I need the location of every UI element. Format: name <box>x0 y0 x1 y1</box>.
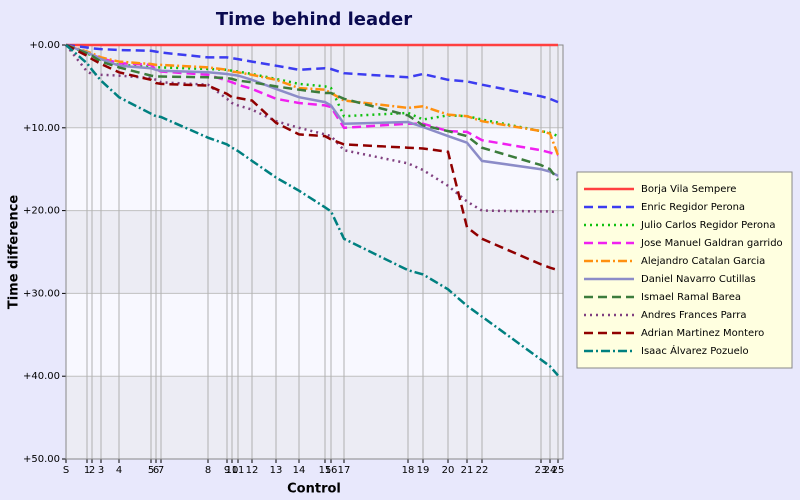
x-tick-label: 14 <box>293 465 306 476</box>
series-line <box>65 43 559 272</box>
legend-label: Ismael Ramal Barea <box>641 292 741 303</box>
plot-band <box>66 376 563 459</box>
x-tick-label: 16 <box>325 465 338 476</box>
series-line <box>65 43 559 104</box>
series-line <box>65 43 560 156</box>
x-tick-label: 18 <box>402 465 415 476</box>
x-tick-label: 5 <box>148 465 154 476</box>
x-tick-label: 2 <box>89 465 95 476</box>
y-tick-label: +40.00 <box>23 371 60 382</box>
series-line <box>65 43 560 181</box>
series-line <box>65 43 559 157</box>
x-tick-label: 20 <box>442 465 455 476</box>
legend-label: Julio Carlos Regidor Perona <box>640 220 775 231</box>
x-tick-label: 13 <box>270 465 283 476</box>
x-tick-label: S <box>63 465 69 476</box>
legend-label: Daniel Navarro Cutillas <box>641 274 756 285</box>
x-axis-label: Control <box>287 482 341 497</box>
x-tick-label: 17 <box>338 465 351 476</box>
y-axis-label: Time difference <box>7 195 22 310</box>
legend-label: Andres Frances Parra <box>641 310 746 321</box>
x-tick-label: 3 <box>98 465 104 476</box>
x-tick-label: 4 <box>116 465 122 476</box>
plot-band <box>66 210 563 294</box>
y-tick-label: +0.00 <box>29 40 60 51</box>
x-tick-label: 21 <box>461 465 474 476</box>
legend <box>576 171 793 369</box>
x-tick-label: 10 <box>226 465 239 476</box>
series-line <box>65 44 559 377</box>
x-tick-label: 8 <box>205 465 211 476</box>
x-tick-label: 9 <box>224 465 230 476</box>
x-tick-label: 22 <box>476 465 489 476</box>
x-tick-label: 7 <box>158 465 164 476</box>
x-tick-label: 25 <box>552 465 565 476</box>
x-tick-label: 12 <box>246 465 259 476</box>
y-tick-label: +10.00 <box>23 123 60 134</box>
y-tick-label: +20.00 <box>23 206 60 217</box>
y-tick-label: +50.00 <box>23 454 60 465</box>
legend-label: Isaac Álvarez Pozuelo <box>641 344 749 357</box>
y-tick-label: +30.00 <box>23 288 60 299</box>
legend-label: Alejandro Catalan Garcia <box>641 256 765 267</box>
plot-band <box>66 127 563 211</box>
x-tick-label: 15 <box>319 465 332 476</box>
legend-label: Jose Manuel Galdran garrido <box>640 238 783 249</box>
x-tick-label: 24 <box>544 465 557 476</box>
x-tick-label: 6 <box>153 465 159 476</box>
legend-label: Borja Vila Sempere <box>641 184 736 195</box>
plot-band <box>66 293 563 377</box>
x-tick-label: 11 <box>232 465 245 476</box>
legend-label: Enric Regidor Perona <box>641 202 745 213</box>
x-tick-label: 1 <box>84 465 90 476</box>
chart-title: Time behind leader <box>216 9 412 30</box>
x-tick-label: 23 <box>535 465 548 476</box>
legend-label: Adrian Martinez Montero <box>641 328 764 339</box>
x-tick-label: 19 <box>417 465 430 476</box>
